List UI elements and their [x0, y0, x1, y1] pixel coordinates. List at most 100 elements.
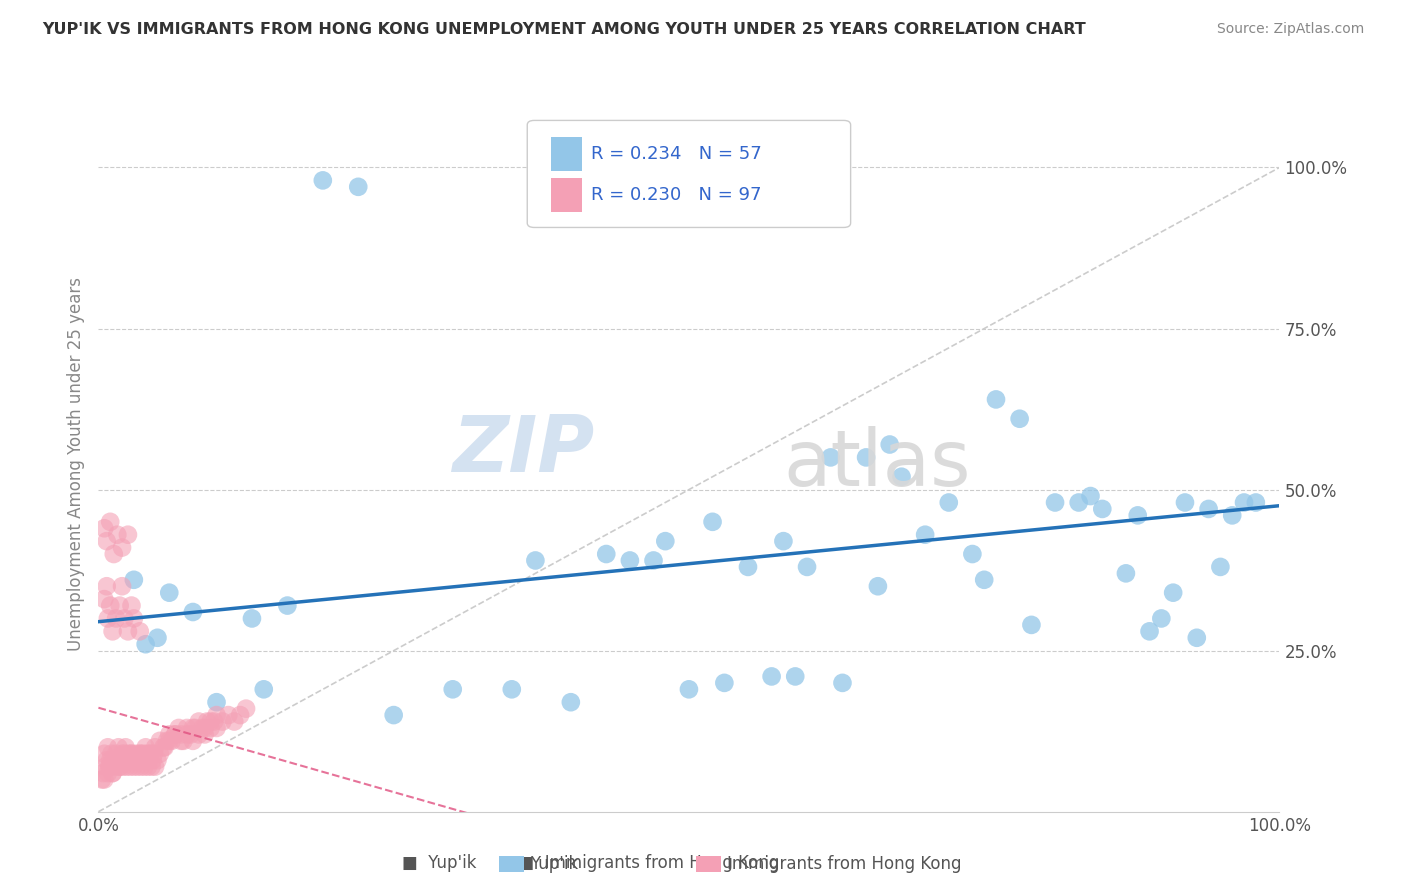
Point	[962, 547, 984, 561]
Point	[98, 515, 121, 529]
Point	[112, 759, 135, 773]
Point	[129, 747, 152, 761]
Point	[142, 753, 165, 767]
Point	[165, 727, 187, 741]
Point	[101, 624, 124, 639]
Point	[181, 721, 204, 735]
Point	[180, 727, 202, 741]
Point	[654, 534, 676, 549]
Point	[170, 727, 193, 741]
Point	[524, 553, 547, 567]
Point	[105, 753, 128, 767]
Text: atlas: atlas	[783, 425, 972, 502]
Point	[132, 747, 155, 761]
Point	[108, 599, 131, 613]
Text: R = 0.234   N = 57: R = 0.234 N = 57	[591, 145, 761, 163]
Point	[224, 714, 246, 729]
Point	[796, 560, 818, 574]
Point	[831, 676, 853, 690]
Point	[94, 759, 117, 773]
Point	[229, 708, 252, 723]
Point	[382, 708, 405, 723]
Point	[1220, 508, 1243, 523]
Point	[1244, 495, 1267, 509]
Point	[205, 695, 228, 709]
Point	[984, 392, 1007, 407]
Point	[200, 721, 222, 735]
Point	[103, 547, 125, 561]
Point	[347, 179, 370, 194]
Point	[93, 747, 115, 761]
Point	[1091, 502, 1114, 516]
Point	[101, 766, 124, 780]
Point	[181, 734, 204, 748]
Point	[111, 579, 134, 593]
Point	[187, 727, 209, 741]
Point	[111, 747, 134, 761]
Point	[153, 740, 176, 755]
Point	[1080, 489, 1102, 503]
Point	[96, 753, 118, 767]
Point	[117, 624, 139, 639]
Point	[107, 740, 129, 755]
Point	[129, 759, 152, 773]
Point	[820, 450, 842, 465]
Point	[98, 753, 121, 767]
Point	[149, 747, 172, 761]
Point	[93, 772, 115, 787]
Point	[176, 721, 198, 735]
Point	[914, 527, 936, 541]
Point	[1139, 624, 1161, 639]
Point	[93, 521, 115, 535]
Point	[1043, 495, 1066, 509]
Point	[156, 734, 179, 748]
Point	[200, 714, 222, 729]
Point	[138, 753, 160, 767]
Point	[702, 515, 724, 529]
Point	[217, 708, 239, 723]
Point	[122, 759, 145, 773]
Point	[101, 766, 124, 780]
Point	[737, 560, 759, 574]
Point	[111, 541, 134, 555]
Point	[184, 721, 207, 735]
Point	[114, 740, 136, 755]
Point	[1008, 411, 1031, 425]
Point	[122, 611, 145, 625]
Point	[195, 714, 218, 729]
Point	[96, 534, 118, 549]
Point	[91, 772, 114, 787]
Point	[143, 759, 166, 773]
Point	[1067, 495, 1090, 509]
Point	[100, 747, 122, 761]
Point	[122, 573, 145, 587]
Point	[97, 611, 120, 625]
Point	[135, 740, 157, 755]
Point	[125, 753, 148, 767]
Point	[134, 759, 156, 773]
Point	[143, 740, 166, 755]
Point	[157, 734, 180, 748]
Text: R = 0.230   N = 97: R = 0.230 N = 97	[591, 186, 761, 204]
Point	[117, 527, 139, 541]
Point	[167, 721, 190, 735]
Point	[115, 759, 138, 773]
Point	[1021, 618, 1043, 632]
Point	[127, 759, 149, 773]
Text: Yup'ik: Yup'ik	[530, 855, 578, 873]
Point	[170, 734, 193, 748]
Point	[131, 753, 153, 767]
Point	[235, 701, 257, 715]
Point	[142, 747, 165, 761]
Point	[253, 682, 276, 697]
Point	[121, 753, 143, 767]
Point	[103, 753, 125, 767]
Point	[202, 714, 225, 729]
Point	[139, 747, 162, 761]
Point	[125, 747, 148, 761]
Text: ZIP: ZIP	[453, 412, 595, 488]
Point	[117, 747, 139, 761]
Point	[108, 759, 131, 773]
Text: Source: ZipAtlas.com: Source: ZipAtlas.com	[1216, 22, 1364, 37]
Point	[157, 727, 180, 741]
